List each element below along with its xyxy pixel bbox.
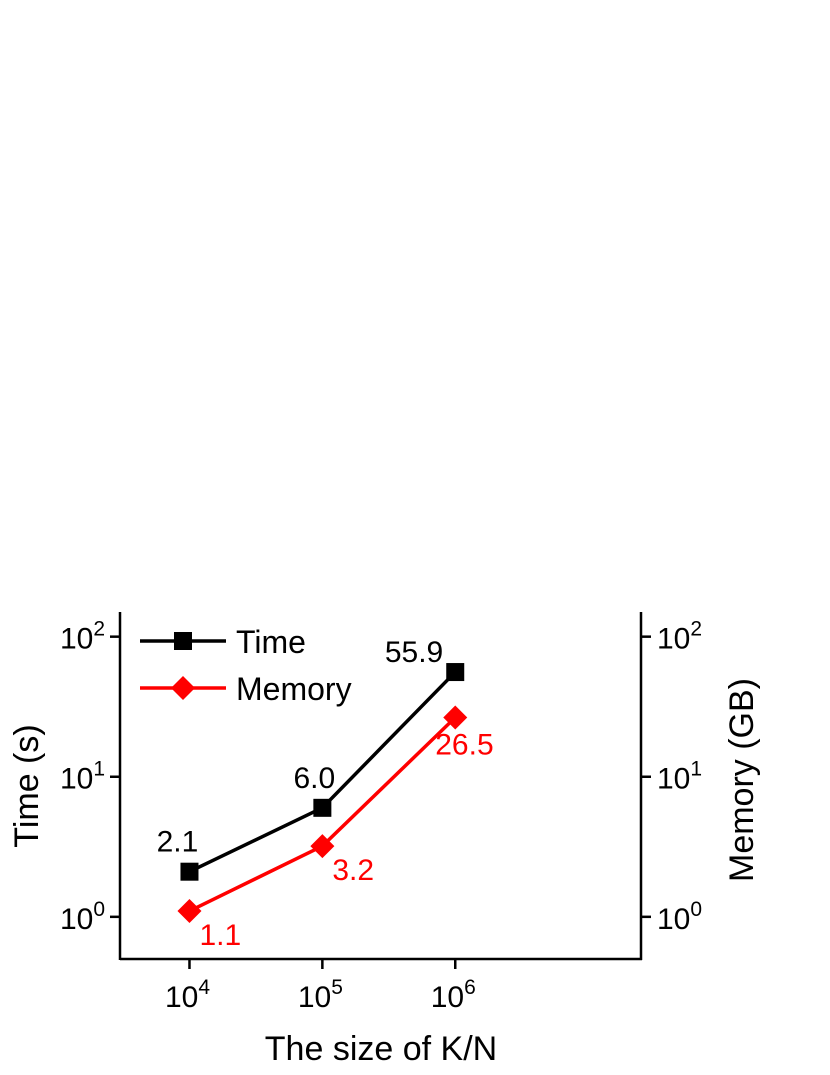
y-tick-label: 100: [60, 898, 105, 936]
memory-data-label: 3.2: [332, 854, 374, 887]
memory-point: [177, 899, 202, 924]
y2-tick-label: 100: [657, 898, 702, 936]
legend-item-memory: Memory: [140, 671, 352, 707]
x-tick-label: 106: [431, 976, 476, 1014]
y2-tick-label: 101: [657, 758, 702, 796]
y-tick-label: 102: [60, 618, 105, 656]
legend: Time Memory: [140, 624, 352, 707]
memory-data-label: 26.5: [435, 728, 493, 761]
y-axis-title: Time (s): [8, 724, 46, 847]
time-data-label: 55.9: [385, 636, 443, 669]
y2-axis-ticks: 100 101 102: [641, 618, 702, 936]
legend-label-time: Time: [236, 624, 306, 660]
memory-point: [310, 834, 335, 859]
series-layer: [177, 663, 468, 924]
time-point: [180, 862, 199, 881]
x-tick-label: 105: [298, 976, 343, 1014]
y2-tick-label: 102: [657, 618, 702, 656]
legend-square-marker: [174, 632, 192, 650]
y-tick-label: 101: [60, 758, 105, 796]
data-labels: 2.1 6.0 55.9 1.1 3.2 26.5: [157, 636, 494, 952]
legend-label-memory: Memory: [236, 671, 352, 707]
legend-item-time: Time: [140, 624, 306, 660]
x-axis-ticks: 104 105 106: [165, 959, 476, 1014]
x-tick-label: 104: [165, 976, 210, 1014]
legend-diamond-marker: [171, 676, 195, 700]
time-data-label: 6.0: [294, 762, 336, 795]
y-axis-ticks: 100 101 102: [60, 618, 120, 936]
memory-data-label: 1.1: [199, 919, 241, 952]
x-axis-title: The size of K/N: [265, 1030, 497, 1068]
time-point: [313, 798, 332, 817]
memory-point: [443, 705, 468, 730]
y2-axis-title: Memory (GB): [723, 678, 761, 882]
time-data-label: 2.1: [157, 826, 199, 859]
time-point: [446, 663, 465, 682]
